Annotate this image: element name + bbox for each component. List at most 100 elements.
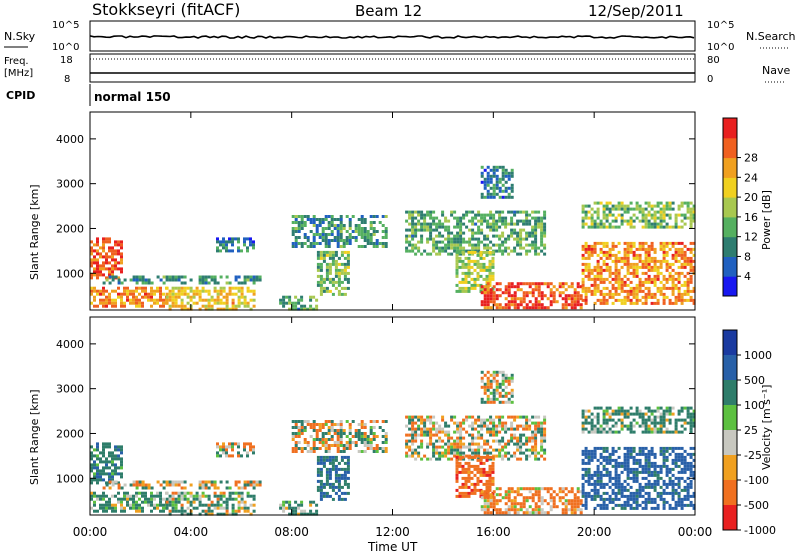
data-cell	[617, 482, 621, 486]
data-cell	[492, 397, 496, 401]
data-cell	[342, 224, 346, 227]
data-cell	[114, 480, 118, 484]
data-cell	[689, 250, 693, 254]
data-cell	[177, 289, 181, 293]
data-cell	[369, 420, 373, 423]
data-cell	[507, 246, 511, 250]
data-cell	[337, 482, 341, 486]
data-cell	[168, 278, 172, 282]
data-cell	[674, 452, 678, 456]
data-cell	[599, 274, 603, 278]
data-cell	[689, 485, 693, 489]
data-cell	[653, 204, 657, 208]
data-cell	[337, 497, 341, 501]
data-cell	[498, 303, 502, 307]
data-cell	[195, 289, 199, 293]
data-cell	[411, 231, 415, 235]
data-cell	[464, 280, 468, 284]
data-cell	[480, 400, 484, 404]
data-cell	[659, 427, 663, 431]
data-cell	[330, 420, 334, 423]
data-cell	[336, 233, 340, 236]
data-cell	[495, 493, 499, 497]
data-cell	[531, 243, 535, 247]
data-cell	[465, 445, 469, 449]
data-cell	[316, 458, 320, 462]
data-cell	[343, 286, 347, 290]
data-cell	[581, 222, 585, 226]
data-cell	[620, 283, 624, 287]
data-cell	[429, 436, 433, 440]
data-cell	[683, 256, 687, 260]
data-cell	[489, 445, 493, 449]
data-cell	[665, 241, 669, 245]
data-cell	[519, 210, 523, 214]
data-cell	[593, 485, 597, 489]
data-cell	[411, 427, 415, 431]
data-cell	[686, 277, 690, 281]
data-cell	[174, 503, 178, 507]
data-cell	[464, 256, 468, 260]
data-cell	[564, 493, 568, 497]
data-cell	[659, 418, 663, 422]
data-cell	[312, 224, 316, 227]
data-cell	[105, 483, 109, 487]
data-cell	[608, 470, 612, 474]
data-cell	[249, 448, 252, 452]
data-cell	[354, 236, 358, 239]
data-cell	[105, 509, 108, 513]
data-cell	[635, 207, 639, 211]
data-cell	[243, 480, 247, 484]
data-cell	[213, 286, 217, 290]
data-cell	[653, 268, 657, 272]
data-cell	[327, 215, 331, 218]
data-cell	[510, 502, 514, 506]
data-cell	[222, 301, 226, 305]
data-cell	[343, 250, 347, 254]
data-cell	[93, 503, 96, 507]
data-cell	[207, 304, 211, 308]
data-cell	[456, 225, 460, 229]
data-cell	[581, 415, 585, 419]
data-cell	[662, 446, 666, 450]
data-cell	[686, 259, 690, 263]
data-cell	[489, 391, 493, 395]
data-cell	[183, 275, 187, 279]
data-cell	[246, 286, 250, 290]
data-cell	[635, 216, 639, 220]
data-cell	[93, 289, 96, 293]
data-cell	[120, 486, 124, 490]
data-cell	[470, 482, 474, 486]
data-cell	[513, 433, 517, 437]
data-cell	[486, 165, 490, 169]
data-cell	[159, 298, 162, 302]
data-cell	[537, 252, 541, 256]
data-cell	[303, 429, 307, 432]
data-cell	[237, 237, 240, 241]
data-cell	[225, 500, 229, 504]
freq-tick-top: 18	[60, 55, 73, 66]
data-cell	[123, 506, 126, 510]
data-cell	[489, 400, 493, 404]
data-cell	[638, 503, 642, 507]
data-cell	[623, 274, 627, 278]
data-cell	[581, 409, 585, 413]
data-cell	[519, 282, 523, 286]
data-cell	[632, 470, 636, 474]
data-cell	[629, 219, 633, 223]
data-cell	[519, 457, 523, 461]
data-cell	[653, 283, 657, 287]
data-cell	[135, 295, 138, 299]
data-cell	[331, 461, 335, 465]
data-cell	[635, 265, 639, 269]
data-cell	[525, 499, 529, 503]
data-cell	[432, 219, 436, 223]
data-cell	[99, 494, 102, 498]
data-cell	[593, 494, 597, 498]
data-cell	[644, 464, 648, 468]
data-cell	[174, 480, 178, 484]
data-cell	[455, 274, 459, 278]
x-tick-label: 04:00	[174, 525, 209, 539]
data-cell	[644, 482, 648, 486]
data-cell	[689, 461, 693, 465]
